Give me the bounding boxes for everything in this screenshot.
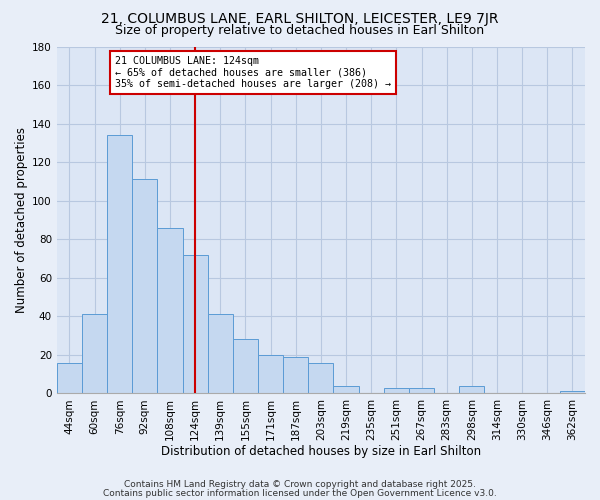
Bar bbox=[82, 314, 107, 394]
Bar bbox=[208, 314, 233, 394]
Y-axis label: Number of detached properties: Number of detached properties bbox=[15, 127, 28, 313]
Bar bbox=[308, 362, 334, 394]
X-axis label: Distribution of detached houses by size in Earl Shilton: Distribution of detached houses by size … bbox=[161, 444, 481, 458]
Text: Contains HM Land Registry data © Crown copyright and database right 2025.: Contains HM Land Registry data © Crown c… bbox=[124, 480, 476, 489]
Bar bbox=[560, 392, 585, 394]
Bar bbox=[157, 228, 182, 394]
Bar bbox=[182, 254, 208, 394]
Bar bbox=[384, 388, 409, 394]
Text: 21, COLUMBUS LANE, EARL SHILTON, LEICESTER, LE9 7JR: 21, COLUMBUS LANE, EARL SHILTON, LEICEST… bbox=[101, 12, 499, 26]
Bar bbox=[283, 356, 308, 394]
Text: Size of property relative to detached houses in Earl Shilton: Size of property relative to detached ho… bbox=[115, 24, 485, 37]
Bar bbox=[459, 386, 484, 394]
Bar bbox=[334, 386, 359, 394]
Bar bbox=[233, 340, 258, 394]
Bar bbox=[409, 388, 434, 394]
Bar bbox=[107, 135, 132, 394]
Text: Contains public sector information licensed under the Open Government Licence v3: Contains public sector information licen… bbox=[103, 488, 497, 498]
Bar bbox=[132, 180, 157, 394]
Bar bbox=[57, 362, 82, 394]
Text: 21 COLUMBUS LANE: 124sqm
← 65% of detached houses are smaller (386)
35% of semi-: 21 COLUMBUS LANE: 124sqm ← 65% of detach… bbox=[115, 56, 391, 90]
Bar bbox=[258, 355, 283, 394]
